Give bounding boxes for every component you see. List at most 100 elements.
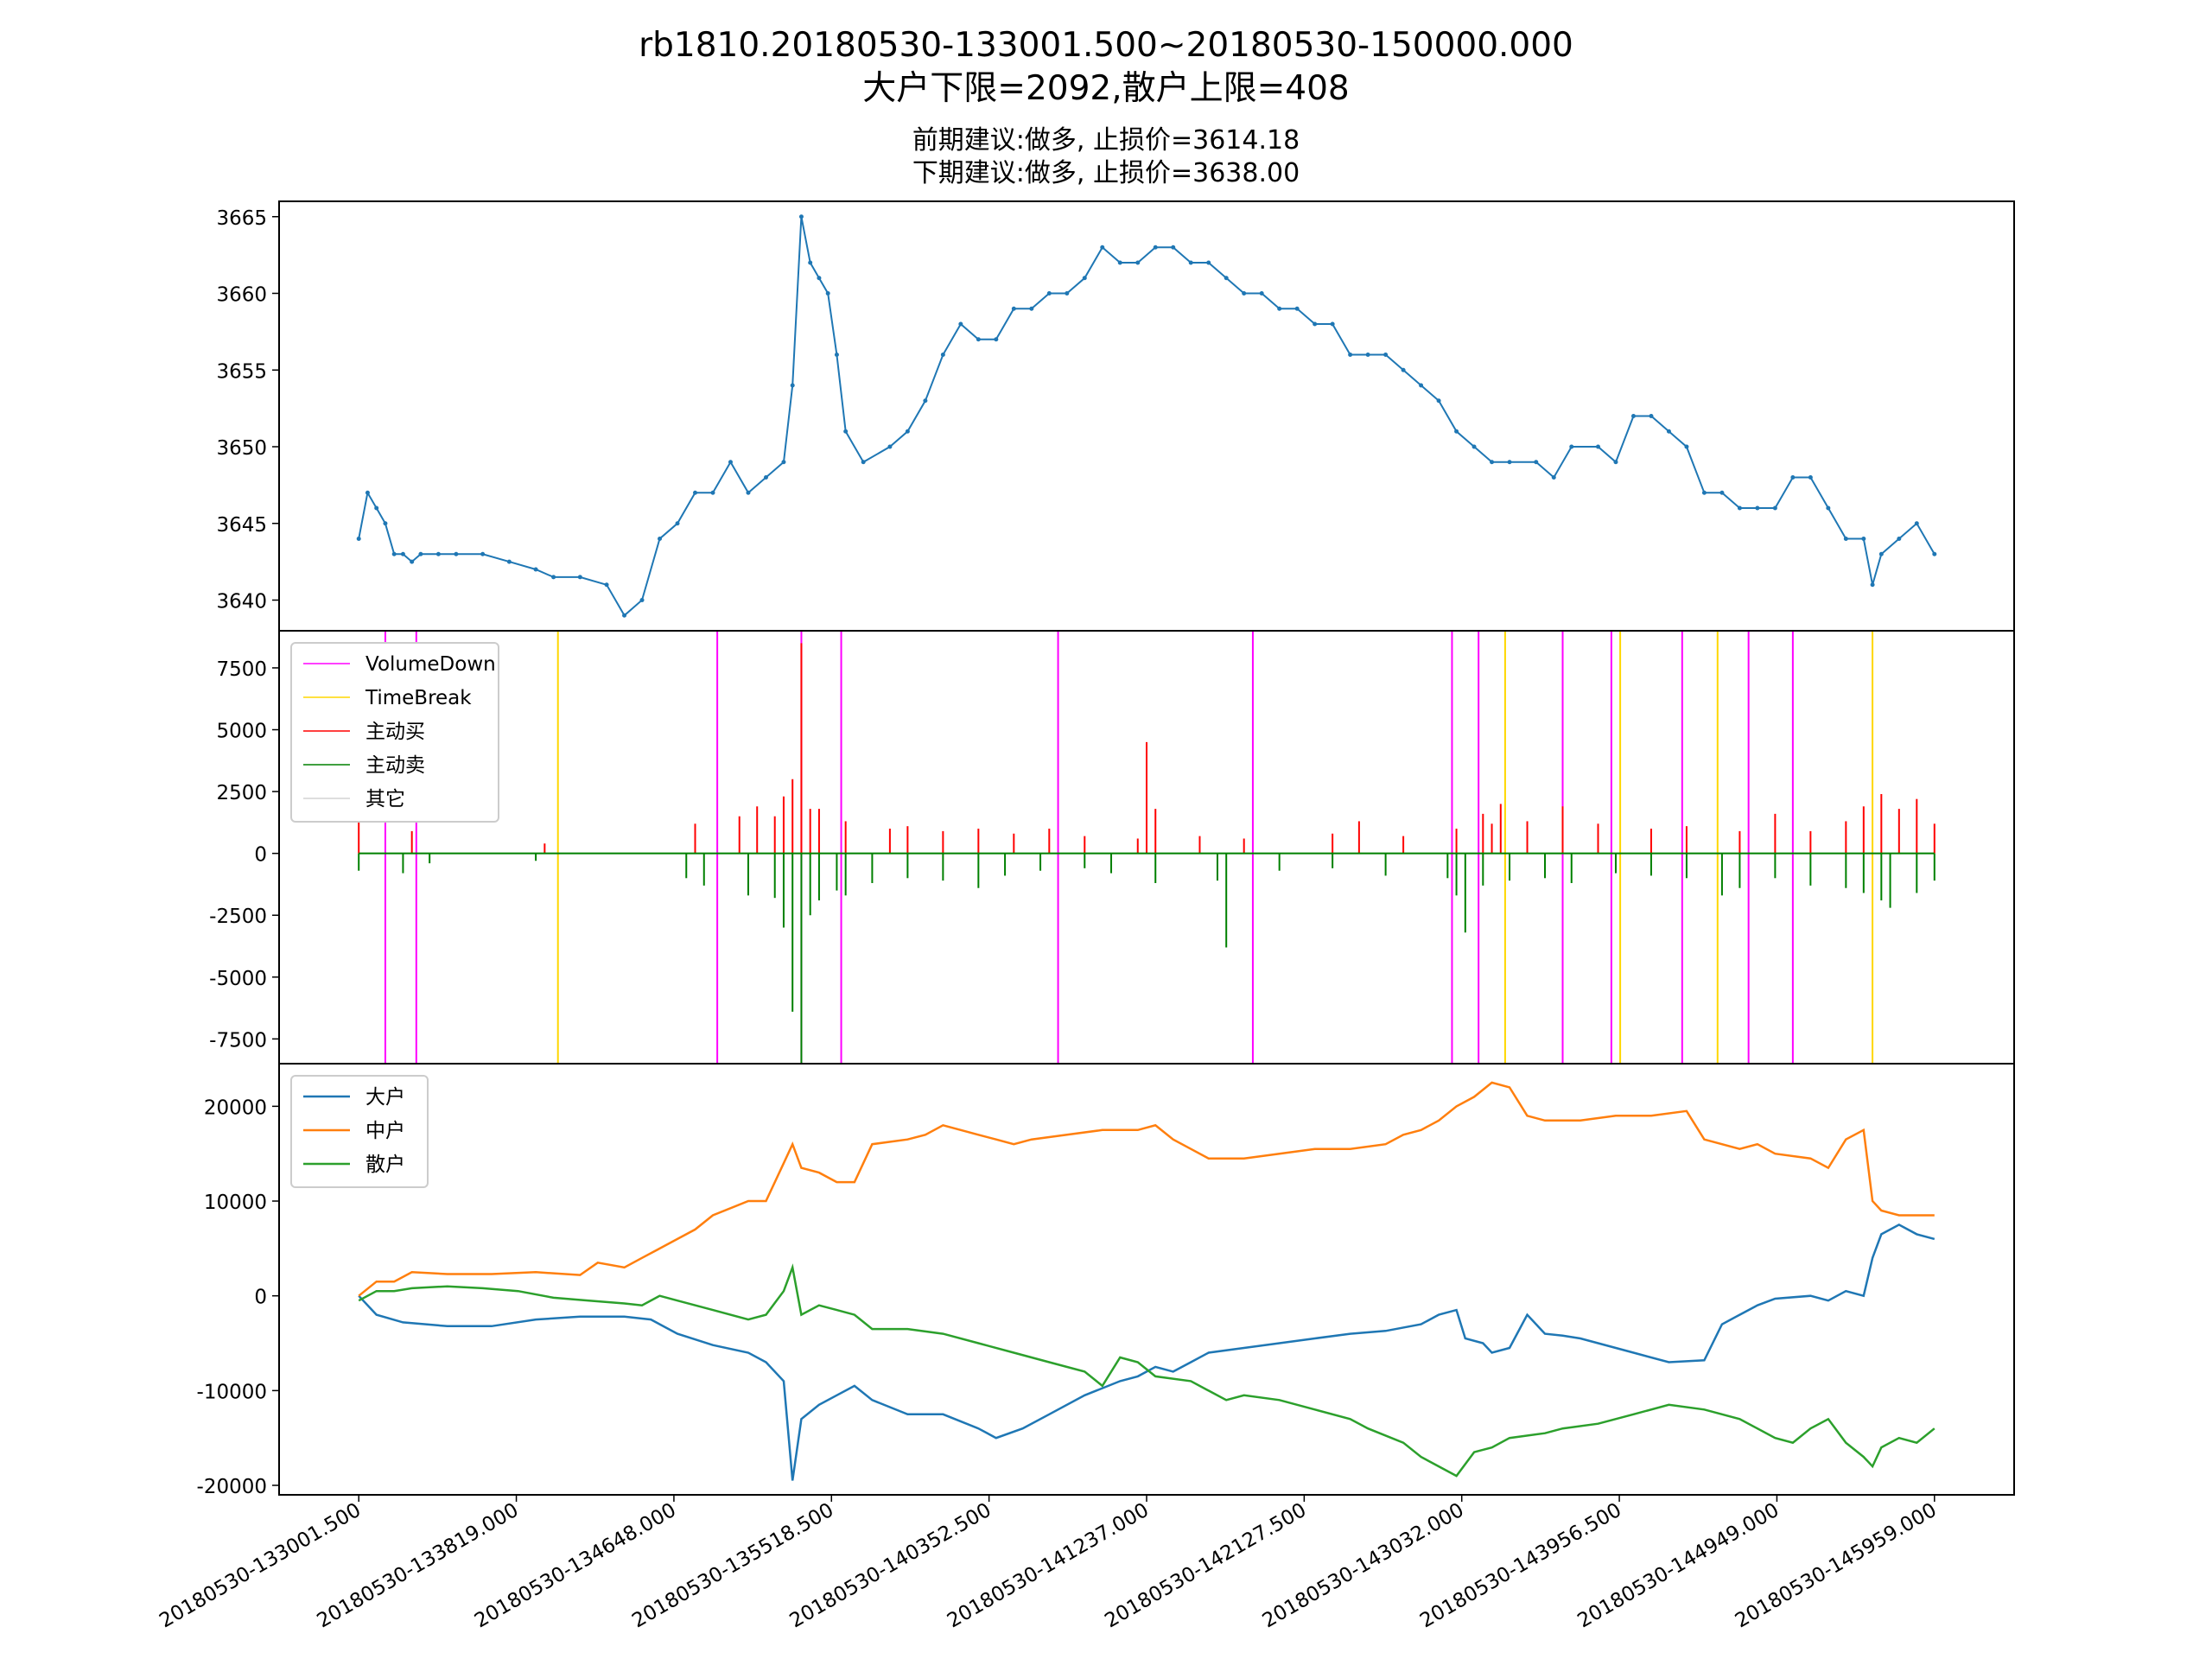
legend-box — [290, 642, 499, 823]
price-point — [383, 521, 388, 526]
holder-series-line — [358, 1081, 1935, 1297]
price-point — [1383, 353, 1389, 357]
price-point — [454, 551, 459, 556]
price-point — [940, 353, 945, 357]
chart-subtitle-next: 下期建议:做多, 止损价=3638.00 — [912, 158, 1300, 188]
legend-label: 中户 — [365, 1120, 405, 1142]
price-point — [843, 429, 849, 434]
y-tick-label: 5000 — [216, 721, 267, 743]
price-point — [1914, 521, 1919, 526]
price-point — [1224, 276, 1229, 281]
price-point — [577, 575, 582, 580]
price-point — [798, 214, 804, 219]
price-point — [1534, 460, 1539, 465]
price-point — [1188, 260, 1193, 265]
price-point — [1861, 537, 1866, 541]
price-point — [1790, 475, 1796, 480]
price-point — [410, 559, 415, 564]
y-tick-label: 3665 — [216, 207, 267, 230]
price-point — [533, 567, 538, 572]
price-point — [1277, 306, 1282, 311]
price-point — [1666, 429, 1671, 434]
chart-title: rb1810.20180530-133001.500~20180530-1500… — [639, 26, 1573, 65]
price-point — [923, 398, 928, 404]
y-tick-label: -7500 — [209, 1029, 267, 1052]
price-point — [365, 490, 370, 495]
price-point — [1348, 353, 1353, 357]
price-point — [622, 613, 627, 618]
price-point — [1870, 582, 1875, 588]
price-point — [1046, 291, 1052, 296]
price-point — [1595, 444, 1600, 449]
price-point — [1755, 505, 1760, 511]
y-tick-label: -5000 — [209, 968, 267, 990]
y-tick-label: 0 — [254, 844, 267, 867]
price-point — [1153, 245, 1158, 250]
price-point — [1171, 245, 1176, 250]
price-point — [693, 490, 698, 495]
price-point — [1878, 551, 1884, 556]
y-tick-label: 3650 — [216, 437, 267, 460]
price-frame — [278, 200, 2015, 632]
y-tick-label: -2500 — [209, 906, 267, 928]
price-point — [1843, 537, 1848, 541]
holders-plot-area — [358, 1081, 1936, 1481]
price-point — [1117, 260, 1122, 265]
price-point — [1206, 260, 1211, 265]
price-point — [480, 551, 486, 556]
y-tick-label: 20000 — [204, 1096, 267, 1119]
price-point — [1701, 490, 1707, 495]
price-point — [728, 460, 733, 465]
legend-label: TimeBreak — [365, 687, 472, 709]
price-point — [1649, 414, 1654, 418]
price-point — [1490, 460, 1495, 465]
price-point — [1294, 306, 1300, 311]
price-point — [418, 551, 423, 556]
y-tick-label: 3645 — [216, 514, 267, 537]
holder-series-line — [358, 1223, 1936, 1481]
price-point — [658, 537, 663, 541]
price-point — [1808, 475, 1813, 480]
price-point — [374, 505, 379, 511]
price-point — [551, 575, 556, 580]
price-point — [356, 537, 361, 541]
price-point — [1029, 306, 1034, 311]
price-point — [994, 337, 999, 342]
price-point — [400, 551, 405, 556]
legend-label: 主动卖 — [365, 754, 425, 777]
price-point — [834, 353, 839, 357]
price-point — [710, 490, 715, 495]
y-tick-label: 3660 — [216, 284, 267, 307]
price-point — [1613, 460, 1618, 465]
price-point — [1454, 429, 1459, 434]
price-point — [391, 551, 397, 556]
volume-plot-area — [358, 631, 1936, 1064]
price-point — [1313, 321, 1318, 327]
price-plot-area — [356, 214, 1937, 618]
price-point — [1365, 353, 1370, 357]
price-point — [1401, 367, 1406, 372]
price-point — [746, 490, 751, 495]
price-point — [976, 337, 981, 342]
price-point — [1330, 321, 1335, 327]
price-point — [1259, 291, 1264, 296]
legend-label: 散户 — [365, 1154, 405, 1176]
y-tick-label: 10000 — [204, 1192, 267, 1214]
price-point — [808, 260, 813, 265]
price-point — [1737, 505, 1742, 511]
holder-series-line — [358, 1263, 1936, 1478]
price-point — [506, 559, 512, 564]
legend-box — [290, 1075, 429, 1188]
price-point — [675, 521, 680, 526]
price-series-line — [358, 216, 1936, 617]
price-point — [1242, 291, 1247, 296]
price-point — [604, 582, 609, 588]
price-point — [639, 598, 645, 602]
price-point — [905, 429, 910, 434]
price-point — [1507, 460, 1512, 465]
price-point — [790, 383, 795, 388]
price-point — [1772, 505, 1777, 511]
